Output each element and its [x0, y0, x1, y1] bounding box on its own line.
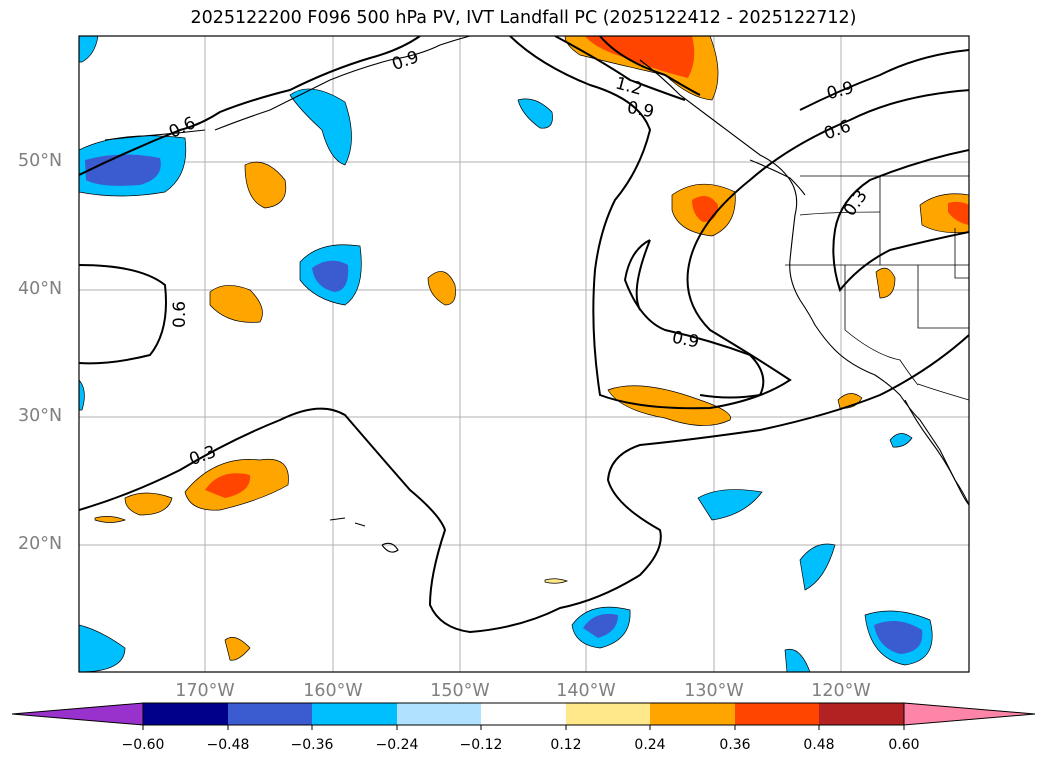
colorbar-tick-label: 0.36: [719, 737, 751, 753]
colorbar-tick-label: −0.24: [375, 737, 419, 753]
contour-0-6-east: [509, 36, 969, 410]
colorbar-segment: [566, 703, 650, 725]
colorbar-tick-label: 0.60: [888, 737, 920, 753]
colorbar-tick-label: 0.48: [803, 737, 835, 753]
colorbar-tick-label: −0.48: [206, 737, 250, 753]
pv-negative-blob-sw: [79, 624, 126, 672]
colorbar-tick-label: −0.60: [121, 737, 165, 753]
pv-negative-blob-aleutian: [289, 88, 352, 166]
pv-negative-blob-small: [517, 98, 553, 129]
colorbar-segment: [312, 703, 397, 725]
colorbar-extend-right: [903, 702, 1036, 726]
lon-label: 150°W: [430, 681, 490, 701]
aleutian-chain: [104, 129, 206, 141]
contour-0-9-main: [554, 36, 765, 399]
contour-0-6-west: [79, 264, 167, 365]
colorbar-tick-label: −0.12: [459, 737, 503, 753]
pv-negative-blob-nw: [79, 135, 187, 197]
colorbar-segment: [397, 703, 481, 725]
pv-positive-blob-173w: [124, 492, 173, 516]
lat-label: 20°N: [18, 534, 63, 554]
lon-label: 120°W: [811, 681, 871, 701]
pv-positive-blob-145w: [544, 578, 569, 584]
lat-label: 40°N: [18, 279, 63, 299]
contour-0-3: [79, 334, 969, 634]
pv-positive-blob-131w: [671, 183, 736, 237]
pv-negative-blob-nw-corner: [79, 36, 99, 63]
contour-label: 0.6: [170, 301, 190, 328]
pv-positive-blob-nevada: [875, 267, 896, 299]
contour-1-2: [599, 36, 701, 96]
hawaii: [329, 517, 399, 553]
pv-negative-blob-160w: [299, 244, 362, 306]
colorbar-segment: [650, 703, 735, 725]
pv-negative-blob-140w-s: [571, 606, 631, 649]
pv-anomaly-blobs: [79, 36, 969, 672]
contour-label: 0.9: [625, 98, 655, 122]
pv-positive-blob-150w: [427, 271, 456, 306]
lat-label: 30°N: [18, 406, 63, 426]
pv-positive-blob-right-core: [948, 201, 969, 225]
lat-label: 50°N: [18, 151, 63, 171]
map-title: 2025122200 F096 500 hPa PV, IVT Landfall…: [190, 8, 857, 28]
coastlines: [104, 36, 969, 553]
colorbar-segment: [143, 703, 228, 725]
colorbar-segment: [735, 703, 819, 725]
lon-label: 140°W: [556, 681, 616, 701]
lon-label: 130°W: [684, 681, 744, 701]
pv-positive-blob-167w: [209, 285, 263, 323]
contour-0-9-outer: [799, 49, 969, 111]
lon-label: 170°W: [175, 681, 235, 701]
pv-negative-blob-121w: [799, 543, 836, 591]
contour-0-6-northwest: [79, 36, 421, 176]
colorbar-tick-label: 0.24: [634, 737, 666, 753]
pv-negative-blob-se: [864, 610, 933, 666]
colorbar-segment: [481, 703, 566, 725]
lon-label: 160°W: [303, 681, 363, 701]
vancouver-island: [749, 159, 806, 196]
map-frame: [78, 35, 970, 673]
baja-peninsula: [904, 399, 969, 506]
pv-negative-blob-w-edge: [79, 379, 85, 411]
pv-positive-blob-165w: [244, 161, 287, 209]
pv-negative-blob-s-edge: [784, 648, 811, 672]
contour-0-3-east: [832, 149, 969, 293]
pv-negative-blob-baja: [889, 433, 913, 448]
colorbar-frame: [142, 702, 905, 726]
pv-negative-blob-136w: [697, 489, 763, 521]
pv-positive-blob-small-left: [94, 516, 127, 523]
colorbar-extend-left: [11, 702, 144, 726]
pv-contours: [79, 36, 969, 634]
pv-positive-blob-170w: [184, 458, 289, 511]
colorbar-segment: [819, 703, 904, 725]
pv-positive-blob-137w: [607, 385, 731, 426]
colorbar-segment: [228, 703, 312, 725]
political-boundaries: [785, 175, 969, 401]
colorbar: [11, 702, 1036, 730]
map-area: 0.6 0.9 1.2 0.9 0.9 0.6 0.3 0.6 0.9 0.3: [79, 36, 969, 672]
colorbar-tick-label: −0.36: [290, 737, 334, 753]
colorbar-tick-label: 0.12: [550, 737, 582, 753]
pv-positive-blob-168w-s: [224, 637, 251, 661]
alaska-coast: [214, 36, 471, 131]
bc-coast: [639, 59, 969, 506]
